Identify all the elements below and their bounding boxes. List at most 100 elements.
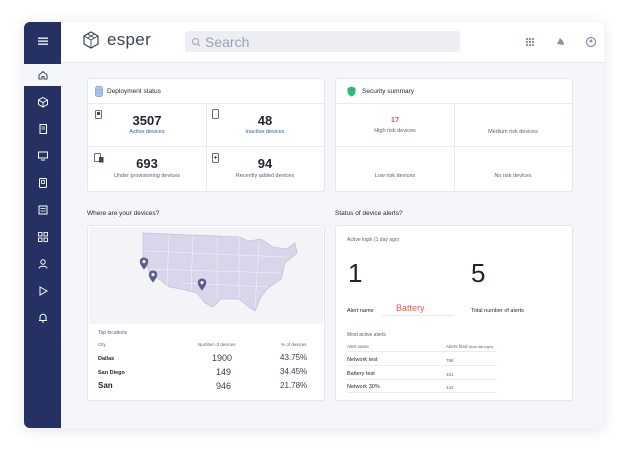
security-summary-card: Security summary 17 High risk devices Me…	[335, 78, 573, 192]
alert-name-cell: Battery test	[347, 371, 375, 377]
inactive-devices-count: 48	[257, 113, 273, 128]
monitor-icon	[37, 151, 48, 161]
medium-risk-stat[interactable]: Medium risk devices	[454, 103, 572, 146]
card-header: Security summary	[336, 79, 572, 104]
card-title: Security summary	[362, 87, 415, 95]
deployment-status-card: Deployment status 3507 Active devices 48…	[87, 78, 325, 192]
document-icon	[39, 124, 47, 134]
count-cell: 1900	[212, 353, 233, 363]
search-bar[interactable]: Search	[185, 31, 460, 52]
phone-outline-icon	[212, 109, 219, 119]
sidebar-item-home[interactable]	[24, 64, 61, 86]
alerts-fired-cell: 788	[446, 358, 454, 363]
map-area[interactable]	[89, 227, 323, 324]
city-cell: Dallas	[98, 356, 115, 362]
count-cell: 946	[216, 381, 232, 391]
top-locations-title: Top locations	[98, 330, 128, 336]
column-header-city: City	[98, 342, 106, 347]
card-title: Deployment status	[107, 87, 161, 95]
top-bar: esper Search	[61, 22, 604, 63]
account-icon[interactable]	[584, 35, 598, 49]
sidebar-item-apps[interactable]	[24, 199, 61, 221]
map-section-title: Where are your devices?	[87, 210, 160, 217]
alert-name-cell: Network test	[347, 357, 378, 363]
apps-grid-icon[interactable]	[523, 35, 537, 49]
alerts-fired-label: Alerts fired	[446, 344, 468, 349]
sidebar-item-templates[interactable]	[24, 145, 61, 167]
low-risk-label: Low risk devices	[374, 173, 416, 179]
location-pin-icon[interactable]	[197, 278, 207, 291]
active-devices-label[interactable]: Active devices	[129, 129, 165, 135]
grid-icon	[37, 232, 48, 242]
tablet-icon	[38, 178, 47, 188]
shield-icon	[347, 86, 356, 96]
app-window: esper Search Deployment status 3507 Acti…	[24, 22, 604, 428]
low-risk-stat[interactable]: Low risk devices	[336, 147, 454, 191]
provisioning-devices-stat[interactable]: 693 Under provisioning devices	[88, 147, 206, 191]
pct-cell: 21.78%	[280, 381, 308, 390]
provisioning-devices-count: 693	[136, 156, 158, 171]
provisioning-devices-label: Under provisioning devices	[113, 173, 181, 179]
home-icon	[38, 70, 47, 80]
card-header: Deployment status	[88, 79, 324, 104]
pct-cell: 43.75%	[280, 353, 308, 362]
devices-icon	[94, 153, 104, 163]
column-header-alerts-fired: Alerts fired (from last login)	[446, 344, 493, 349]
inactive-devices-stat[interactable]: 48 Inactive devices	[206, 103, 324, 146]
sidebar-item-users[interactable]	[24, 253, 61, 275]
sidebar-item-pipelines[interactable]	[24, 280, 61, 302]
recent-devices-stat[interactable]: 94 Recently added devices	[206, 147, 324, 191]
total-alerts-label: Total number of alerts	[471, 308, 524, 314]
phone-new-icon	[212, 153, 219, 163]
device-map-card: Top locations City Number of devices % o…	[87, 225, 325, 401]
location-pin-icon[interactable]	[139, 257, 149, 270]
recent-devices-count: 94	[257, 156, 273, 171]
high-risk-stat[interactable]: 17 High risk devices	[336, 103, 454, 146]
esper-logo[interactable]: esper	[81, 30, 151, 50]
cube-icon	[37, 96, 48, 108]
sidebar	[24, 22, 61, 428]
no-risk-label: No risk devices	[494, 173, 532, 179]
search-input[interactable]: Search	[205, 33, 250, 50]
active-devices-stat[interactable]: 3507 Active devices	[88, 103, 206, 146]
total-alert-count: 5	[471, 258, 486, 288]
alert-name-label: Alert name	[347, 308, 374, 314]
notification-icon[interactable]	[553, 35, 567, 49]
alert-name-cell: Network 30%	[347, 384, 380, 390]
inactive-devices-label[interactable]: Inactive devices	[245, 129, 285, 135]
alert-name-field[interactable]: Battery	[382, 303, 454, 316]
sidebar-item-devices[interactable]	[24, 91, 61, 113]
high-risk-count: 17	[390, 115, 400, 124]
esper-logo-icon	[83, 31, 99, 49]
recent-devices-label: Recently added devices	[235, 173, 295, 179]
list-icon	[38, 205, 47, 215]
alerts-fired-cell: 142	[446, 385, 454, 390]
city-cell: San	[98, 381, 113, 390]
alerts-fired-cell: 331	[446, 372, 454, 377]
medium-risk-label: Medium risk devices	[488, 129, 538, 135]
pct-cell: 34.45%	[280, 367, 308, 376]
alert-name-value: Battery	[396, 303, 425, 313]
alert-count: 1	[348, 258, 363, 288]
most-active-title: Most active alerts	[347, 332, 386, 338]
menu-icon[interactable]	[24, 30, 61, 52]
active-devices-count: 3507	[132, 113, 162, 128]
sidebar-item-blueprints[interactable]	[24, 172, 61, 194]
count-cell: 149	[216, 367, 232, 377]
play-icon	[39, 286, 48, 296]
database-icon	[95, 85, 103, 97]
no-risk-stat[interactable]: No risk devices	[454, 147, 572, 191]
high-risk-label: High risk devices	[374, 128, 416, 134]
sidebar-item-content[interactable]	[24, 226, 61, 248]
sidebar-item-groups[interactable]	[24, 118, 61, 140]
column-header-pct: % of devices	[281, 342, 307, 347]
sidebar-item-alerts[interactable]	[24, 307, 61, 329]
alerts-section-title: Status of device alerts?	[335, 210, 403, 217]
alerts-fired-note: (from last login)	[468, 345, 493, 349]
location-pin-icon[interactable]	[148, 270, 158, 283]
active-login-label: Active login (1 day ago)	[347, 237, 400, 243]
column-header-count: Number of devices	[198, 342, 236, 347]
user-icon	[38, 259, 47, 269]
city-cell: San Diego	[98, 370, 125, 376]
device-alerts-card: Active login (1 day ago) 1 5 Alert name …	[335, 225, 573, 401]
